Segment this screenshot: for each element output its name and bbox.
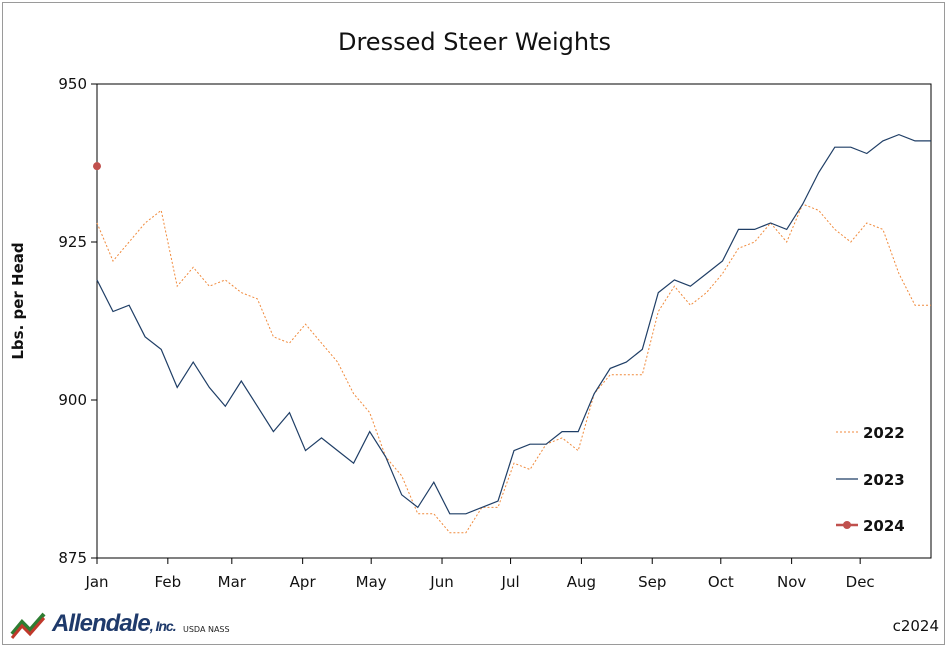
y-tick-label: 875 — [58, 549, 87, 567]
x-axis: Jan Feb Mar Apr May Jun Jul Aug Sep Oct Nov Dec — [84, 558, 875, 591]
legend-label-2022: 2022 — [863, 424, 905, 442]
copyright-label: c2024 — [892, 617, 939, 635]
logo-suffix: , Inc. — [149, 618, 177, 634]
chart-title: Dressed Steer Weights — [337, 28, 611, 56]
y-tick-label: 900 — [58, 391, 87, 409]
series-line-2022 — [96, 203, 931, 534]
logo-mark-icon — [10, 612, 46, 639]
y-tick-label: 950 — [58, 75, 87, 93]
series-layer — [93, 133, 931, 534]
x-tick-label: May — [356, 573, 387, 591]
legend-label-2023: 2023 — [863, 471, 905, 489]
allendale-logo: Allendale, Inc. — [10, 610, 180, 640]
series-line-2023 — [96, 133, 931, 515]
x-tick-label: Dec — [846, 573, 875, 591]
x-tick-label: Oct — [708, 573, 734, 591]
y-tick-label: 925 — [58, 233, 87, 251]
legend-marker-2024 — [843, 521, 851, 529]
source-label: USDA NASS — [183, 625, 230, 634]
x-tick-label: Mar — [218, 573, 247, 591]
x-tick-label: Aug — [567, 573, 596, 591]
logo-text: Allendale, Inc. — [52, 610, 177, 638]
x-tick-label: Jan — [84, 573, 108, 591]
x-tick-label: Nov — [777, 573, 806, 591]
x-tick-label: Sep — [638, 573, 666, 591]
x-tick-label: Apr — [290, 573, 317, 591]
x-tick-label: Jul — [501, 573, 520, 591]
series-point-2024 — [93, 162, 101, 171]
legend: 2022 2023 2024 — [836, 424, 905, 535]
x-tick-label: Feb — [155, 573, 182, 591]
x-tick-label: Jun — [429, 573, 453, 591]
plot-area — [96, 83, 932, 559]
y-axis: 875 900 925 950 — [58, 75, 97, 567]
logo-name: Allendale — [52, 610, 151, 637]
legend-label-2024: 2024 — [863, 517, 905, 535]
